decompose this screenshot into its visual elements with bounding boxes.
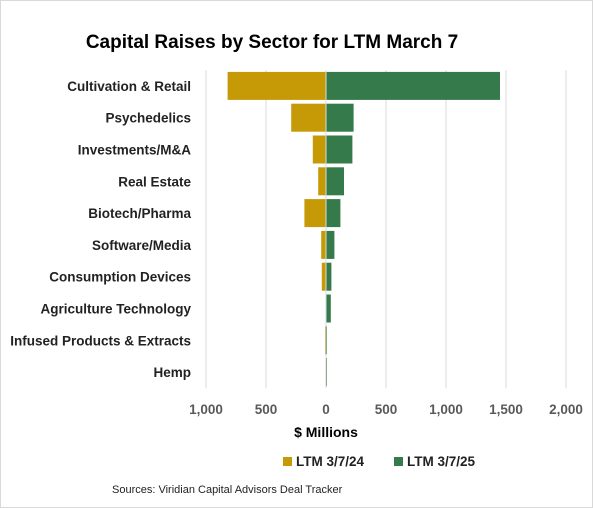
bar-ltm-3-7-24-1: [291, 103, 326, 132]
category-label-2: Investments/M&A: [78, 143, 192, 158]
bar-ltm-3-7-25-0: [326, 71, 500, 100]
bar-ltm-3-7-25-7: [326, 294, 331, 323]
category-label-5: Software/Media: [92, 238, 192, 253]
category-labels: Cultivation & Retail Psychedelics Investme…: [10, 79, 191, 380]
grid-lines: [205, 70, 567, 388]
legend-label-1: LTM 3/7/25: [407, 454, 476, 469]
bar-ltm-3-7-25-1: [326, 103, 354, 132]
bar-ltm-3-7-24-6: [321, 262, 326, 291]
chart-title: Capital Raises by Sector for LTM March 7: [86, 32, 458, 53]
x-tick-label-4: 1,000: [429, 402, 463, 417]
bar-ltm-3-7-24-5: [321, 230, 326, 259]
bar-ltm-3-7-24-0: [227, 71, 326, 100]
bar-ltm-3-7-25-3: [326, 167, 344, 196]
legend-label-0: LTM 3/7/24: [296, 454, 365, 469]
bar-ltm-3-7-25-2: [326, 135, 353, 164]
x-tick-label-2: 0: [322, 402, 330, 417]
source-note: Sources: Viridian Capital Advisors Deal …: [112, 484, 343, 496]
category-label-7: Agriculture Technology: [40, 302, 191, 317]
category-label-6: Consumption Devices: [49, 270, 191, 285]
bar-ltm-3-7-25-5: [326, 230, 335, 259]
category-label-8: Infused Products & Extracts: [10, 333, 191, 348]
category-label-0: Cultivation & Retail: [67, 79, 191, 94]
bar-ltm-3-7-24-2: [312, 135, 326, 164]
category-label-9: Hemp: [153, 365, 191, 380]
x-tick-label-5: 1,500: [489, 402, 523, 417]
category-label-1: Psychedelics: [105, 111, 191, 126]
x-tick-label-3: 500: [375, 402, 398, 417]
category-label-3: Real Estate: [118, 174, 191, 189]
bar-ltm-3-7-25-6: [326, 262, 332, 291]
legend-swatch-0: [283, 457, 292, 466]
bars: [227, 70, 500, 388]
bar-ltm-3-7-24-4: [304, 199, 326, 228]
x-tick-label-0: 1,000: [189, 402, 223, 417]
bar-ltm-3-7-24-3: [318, 167, 326, 196]
x-tick-label-1: 500: [255, 402, 278, 417]
bar-ltm-3-7-25-4: [326, 199, 341, 228]
x-tick-label-6: 2,000: [549, 402, 583, 417]
legend-swatch-1: [394, 457, 403, 466]
x-tick-labels: 1,000 500 0 500 1,000 1,500 2,000: [189, 402, 583, 417]
legend: LTM 3/7/24 LTM 3/7/25: [283, 454, 476, 469]
x-axis-title: $ Millions: [294, 424, 358, 440]
category-label-4: Biotech/Pharma: [88, 206, 191, 221]
